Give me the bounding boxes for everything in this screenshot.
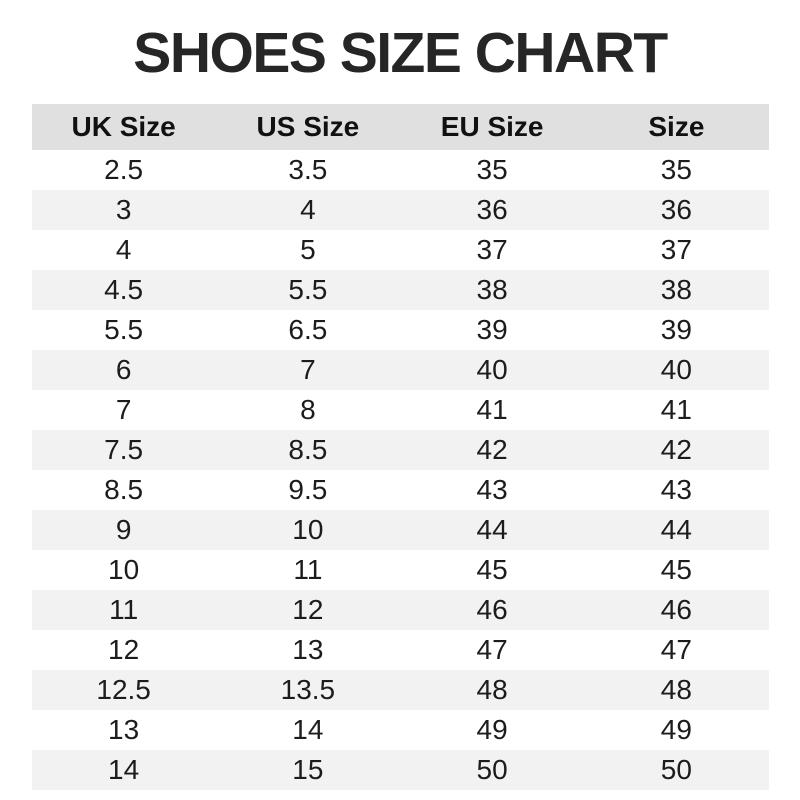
table-row: 7 8 41 41 xyxy=(31,389,769,430)
size-cell: 15 xyxy=(292,753,324,785)
page-title: SHOES SIZE CHART xyxy=(133,21,668,85)
size-cell: 44 xyxy=(476,513,508,545)
size-cell: 8.5 xyxy=(104,473,144,505)
size-cell: 4.5 xyxy=(104,273,144,305)
size-cell: 6.5 xyxy=(288,313,328,345)
table-row: 3 4 36 36 xyxy=(31,189,769,230)
size-cell: 45 xyxy=(660,553,692,585)
size-cell: 13.5 xyxy=(280,673,336,705)
size-cell: 39 xyxy=(476,313,508,345)
size-cell: 41 xyxy=(660,393,692,425)
size-cell: 11 xyxy=(293,553,323,585)
table-row: 9 10 44 44 xyxy=(31,509,769,550)
column-header: UK Size xyxy=(31,103,216,150)
size-cell: 14 xyxy=(292,713,324,745)
size-cell: 47 xyxy=(660,633,692,665)
table-row: 13 14 49 49 xyxy=(31,709,769,750)
size-cell: 12 xyxy=(292,593,324,625)
size-cell: 40 xyxy=(476,353,508,385)
table-row: 12.5 13.5 48 48 xyxy=(31,669,769,710)
column-header: EU Size xyxy=(400,103,585,150)
size-cell: 48 xyxy=(476,673,508,705)
size-cell: 9.5 xyxy=(288,473,328,505)
table-row: 14 15 50 50 xyxy=(31,749,769,790)
size-cell: 6 xyxy=(115,353,132,385)
size-cell: 35 xyxy=(476,153,508,185)
size-cell: 11 xyxy=(109,593,139,625)
size-cell: 5.5 xyxy=(104,313,144,345)
size-cell: 38 xyxy=(660,273,692,305)
size-cell: 43 xyxy=(476,473,508,505)
size-cell: 45 xyxy=(476,553,508,585)
size-cell: 47 xyxy=(476,633,508,665)
table-row: 6 7 40 40 xyxy=(31,349,769,390)
size-cell: 42 xyxy=(660,433,692,465)
size-cell: 36 xyxy=(476,193,508,225)
size-cell: 13 xyxy=(108,713,140,745)
size-cell: 49 xyxy=(660,713,692,745)
size-cell: 39 xyxy=(660,313,692,345)
table-row: 4.5 5.5 38 38 xyxy=(31,269,769,310)
size-cell: 48 xyxy=(660,673,692,705)
size-cell: 44 xyxy=(660,513,692,545)
column-header: Size xyxy=(584,103,769,150)
size-cell: 4 xyxy=(300,193,316,225)
size-cell: 46 xyxy=(476,593,508,625)
size-cell: 35 xyxy=(660,153,692,185)
table-row: 5.5 6.5 39 39 xyxy=(31,309,769,350)
size-cell: 14 xyxy=(108,753,140,785)
column-header: US Size xyxy=(215,103,400,150)
size-cell: 43 xyxy=(660,473,692,505)
size-cell: 9 xyxy=(115,513,132,545)
table-row: 10 11 45 45 xyxy=(31,549,769,590)
table-row: 12 13 47 47 xyxy=(31,629,769,670)
size-cell: 4 xyxy=(115,233,132,265)
table-row: 11 12 46 46 xyxy=(31,589,769,630)
table-header-row: UK Size US Size EU Size Size xyxy=(31,103,769,150)
table-row: 7.5 8.5 42 42 xyxy=(31,429,769,470)
table-row: 2.5 3.5 35 35 xyxy=(31,149,769,190)
size-cell: 5 xyxy=(300,233,316,265)
size-cell: 7.5 xyxy=(104,433,144,465)
size-cell: 8 xyxy=(300,393,316,425)
size-cell: 50 xyxy=(660,753,692,785)
size-cell: 10 xyxy=(108,553,140,585)
size-cell: 3.5 xyxy=(288,153,328,185)
table-body: 2.5 3.5 35 35 3 4 36 36 4 5 37 37 4.5 5.5 38 38 5.5 6.5 39… xyxy=(31,149,769,790)
size-cell: 10 xyxy=(292,513,324,545)
size-cell: 13 xyxy=(292,633,324,665)
size-cell: 3 xyxy=(115,193,132,225)
size-cell: 37 xyxy=(660,233,692,265)
size-cell: 40 xyxy=(660,353,692,385)
table-header: UK Size US Size EU Size Size xyxy=(31,103,769,150)
table-row: 8.5 9.5 43 43 xyxy=(31,469,769,510)
size-cell: 46 xyxy=(660,593,692,625)
size-cell: 12 xyxy=(108,633,140,665)
size-cell: 37 xyxy=(476,233,508,265)
size-cell: 50 xyxy=(476,753,508,785)
size-conversion-table: UK Size US Size EU Size Size 2.5 3.5 35 35 3 4 36… xyxy=(31,103,769,790)
size-cell: 41 xyxy=(476,393,508,425)
size-cell: 5.5 xyxy=(288,273,328,305)
size-cell: 36 xyxy=(660,193,692,225)
size-cell: 2.5 xyxy=(104,153,144,185)
size-cell: 7 xyxy=(115,393,132,425)
size-cell: 49 xyxy=(476,713,508,745)
table-row: 4 5 37 37 xyxy=(31,229,769,270)
size-cell: 38 xyxy=(476,273,508,305)
size-cell: 7 xyxy=(300,353,316,385)
size-cell: 12.5 xyxy=(96,673,151,705)
size-cell: 8.5 xyxy=(288,433,328,465)
size-cell: 42 xyxy=(476,433,508,465)
